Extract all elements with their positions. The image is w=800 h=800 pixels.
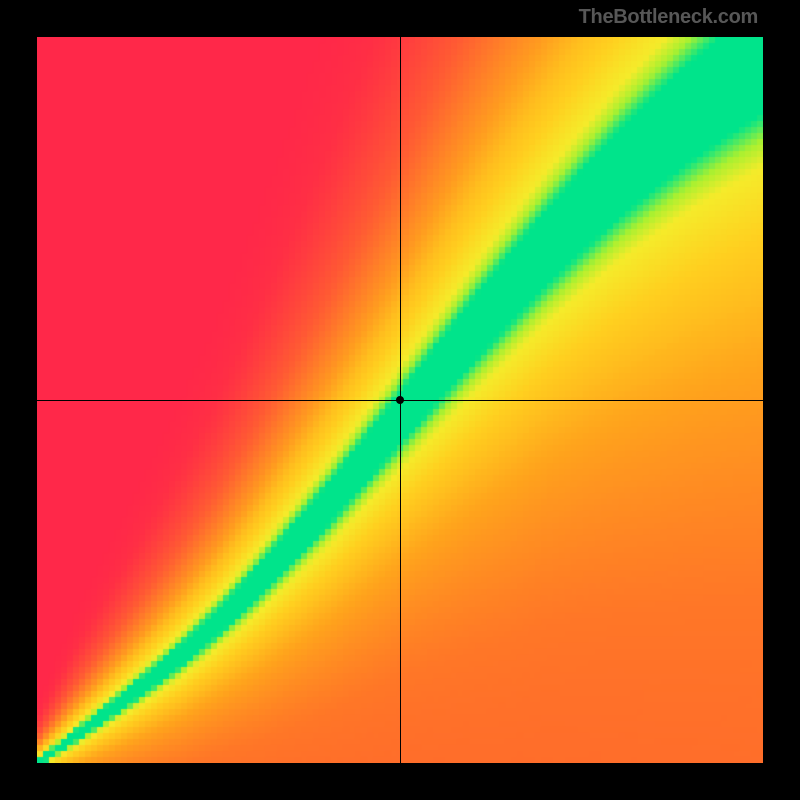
page-root: TheBottleneck.com	[0, 0, 800, 800]
crosshair-dot	[396, 396, 404, 404]
watermark-text: TheBottleneck.com	[579, 6, 758, 29]
plot-frame	[37, 37, 763, 763]
